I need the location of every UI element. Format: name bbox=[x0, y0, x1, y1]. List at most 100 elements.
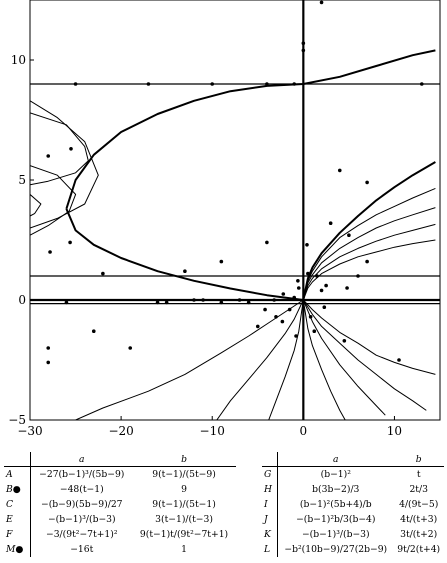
data-point-50 bbox=[201, 298, 205, 302]
data-point-34 bbox=[91, 329, 96, 334]
row-label: F bbox=[4, 527, 32, 542]
cell-b: 9(t−1)/(5t−1) bbox=[152, 499, 216, 510]
row-label-text: K bbox=[264, 529, 271, 540]
data-point-38 bbox=[324, 283, 328, 288]
cell-b: 9(t−1)t/(9t²−7t+1) bbox=[139, 529, 229, 540]
series-curve-2 bbox=[302, 161, 436, 301]
cell-a: −16t bbox=[70, 544, 94, 555]
cell-b: 9t/2(t+4) bbox=[397, 544, 441, 555]
cell-b: 2t/3 bbox=[409, 484, 428, 495]
data-point-13 bbox=[219, 259, 224, 264]
row-label-text: J bbox=[264, 514, 268, 525]
series-curve-17 bbox=[30, 194, 42, 217]
row-label-text: L bbox=[264, 544, 271, 555]
data-point-42 bbox=[315, 274, 319, 278]
cell-a: −27(b−1)³/(5b−9) bbox=[39, 469, 125, 480]
row-label: A bbox=[4, 466, 32, 482]
data-point-17 bbox=[347, 233, 351, 237]
point-marker-icon: ● bbox=[15, 544, 24, 555]
data-point-41 bbox=[306, 271, 310, 276]
cell-b: 4/(9t−5) bbox=[399, 499, 439, 510]
header-label bbox=[4, 452, 32, 467]
data-point-51 bbox=[219, 300, 224, 305]
series-curve-5 bbox=[302, 223, 436, 301]
row-label-text: G bbox=[264, 469, 272, 480]
cell-a: b(3b−2)/3 bbox=[312, 484, 360, 495]
table-row: A −27(b−1)³/(5b−9) 9(t−1)/(5t−9) bbox=[4, 466, 236, 482]
cell-b: 3(t−1)/(t−3) bbox=[155, 514, 213, 525]
series-curve-0 bbox=[65, 49, 436, 210]
row-label-text: I bbox=[264, 499, 268, 510]
data-point-47 bbox=[322, 305, 327, 310]
row-label-text: B bbox=[6, 484, 13, 495]
data-point-23 bbox=[128, 346, 133, 350]
cell-b: 9(t−1)/(5t−9) bbox=[152, 469, 216, 480]
data-point-27 bbox=[237, 298, 242, 302]
cell-a: (b−1)² bbox=[320, 469, 351, 480]
data-point-53 bbox=[345, 286, 349, 290]
data-point-1 bbox=[301, 41, 306, 45]
data-point-44 bbox=[263, 307, 267, 312]
table-row: I (b−1)²(5b+4)/b 4/(9t−5) bbox=[262, 497, 444, 512]
series-curve-4 bbox=[302, 207, 436, 301]
data-point-48 bbox=[281, 292, 286, 296]
data-point-30 bbox=[294, 334, 298, 338]
cell-a: −b²(10b−9)/27(2b−9) bbox=[284, 544, 388, 555]
row-label-text: M bbox=[6, 544, 16, 555]
data-point-12 bbox=[48, 250, 52, 254]
data-point-7 bbox=[292, 82, 297, 86]
cell-a: −(b−1)²b/3(b−4) bbox=[296, 514, 376, 525]
cell-b: 4t/(t+3) bbox=[400, 514, 438, 525]
cell-b: 1 bbox=[181, 544, 187, 555]
data-point-36 bbox=[274, 315, 278, 319]
y-tick-label: −5 bbox=[8, 413, 26, 427]
cell-a: −(b−1)³/(b−3) bbox=[47, 514, 116, 525]
data-point-0 bbox=[319, 0, 324, 5]
data-point-8 bbox=[419, 82, 424, 86]
data-point-43 bbox=[272, 298, 276, 302]
table-row: G (b−1)² t bbox=[262, 466, 444, 482]
data-point-4 bbox=[146, 82, 151, 86]
data-point-2 bbox=[301, 48, 306, 53]
x-tick-label: 10 bbox=[387, 424, 402, 438]
row-label-text: A bbox=[6, 469, 13, 480]
table-row: C −(b−9)(5b−9)/27 9(t−1)/(5t−1) bbox=[4, 497, 236, 512]
data-point-20 bbox=[328, 221, 333, 225]
x-tick-label: −30 bbox=[17, 424, 42, 438]
series-curve-10 bbox=[302, 299, 346, 420]
data-point-45 bbox=[287, 307, 292, 312]
series-curve-9 bbox=[302, 299, 386, 416]
data-point-24 bbox=[64, 300, 69, 305]
chart: −30 −20 −10 0 10 −5 0 5 10 bbox=[8, 0, 441, 438]
table-row: E −(b−1)³/(b−3) 3(t−1)/(t−3) bbox=[4, 512, 236, 527]
data-point-11 bbox=[68, 240, 72, 245]
x-tick-label: −20 bbox=[108, 424, 133, 438]
header-b: b bbox=[132, 452, 236, 467]
point-marker-icon: ● bbox=[12, 484, 21, 495]
data-point-39 bbox=[292, 295, 297, 300]
data-point-5 bbox=[210, 82, 215, 86]
row-label: L bbox=[262, 542, 279, 557]
legend-table-left: a b A −27(b−1)³/(5b−9) 9(t−1)/(5t−9) B● −48(… bbox=[4, 452, 236, 557]
data-point-28 bbox=[246, 300, 251, 305]
data-point-52 bbox=[164, 300, 169, 305]
table-row: L −b²(10b−9)/27(2b−9) 9t/2(t+4) bbox=[262, 542, 444, 557]
cell-a: −(b−9)(5b−9)/27 bbox=[41, 499, 123, 510]
row-label-text: C bbox=[6, 499, 14, 510]
y-tick-label: 0 bbox=[18, 293, 26, 307]
series-curve-8 bbox=[302, 299, 427, 411]
series-curve-11 bbox=[75, 299, 304, 420]
series-curve-1 bbox=[65, 208, 304, 301]
data-point-56 bbox=[305, 243, 309, 247]
row-label: G bbox=[262, 466, 279, 482]
data-point-33 bbox=[397, 358, 401, 362]
cell-a: −(b−1)³/(b−3) bbox=[301, 529, 370, 540]
row-label: C bbox=[4, 497, 32, 512]
data-point-35 bbox=[255, 324, 260, 329]
header-a: a bbox=[30, 452, 133, 467]
cell-b: 9 bbox=[181, 484, 187, 495]
data-point-9 bbox=[69, 147, 73, 151]
data-point-54 bbox=[365, 259, 369, 264]
row-label: E bbox=[4, 512, 32, 527]
series-curve-15 bbox=[30, 165, 77, 236]
